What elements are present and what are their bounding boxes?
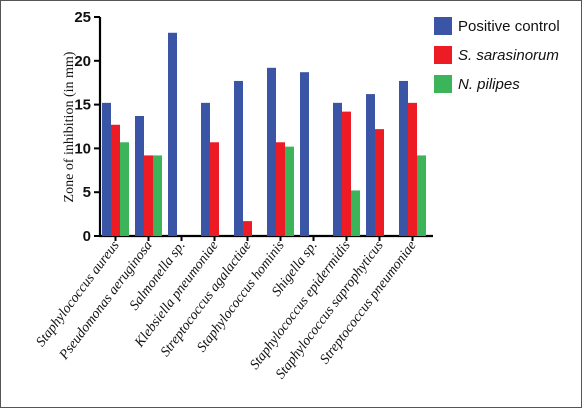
bar <box>366 94 375 236</box>
legend-swatch <box>434 46 452 64</box>
bar <box>285 146 294 236</box>
bar <box>153 155 162 236</box>
bar <box>135 115 144 236</box>
bar <box>351 190 360 236</box>
bar <box>111 124 120 236</box>
y-tick-label: 5 <box>83 184 91 201</box>
bar <box>168 32 177 236</box>
legend: Positive control S. sarasinorum N. pilipes <box>434 17 560 93</box>
legend-label: S. sarasinorum <box>458 47 559 64</box>
y-tick-label: 0 <box>83 228 91 245</box>
legend-swatch <box>434 17 452 35</box>
bar <box>342 111 351 236</box>
bar <box>120 142 129 236</box>
bar <box>267 67 276 236</box>
bar <box>300 72 309 236</box>
y-tick-label: 20 <box>74 53 91 70</box>
legend-label: Positive control <box>458 18 560 35</box>
bar <box>144 155 153 236</box>
y-axis-label: Zone of inhibition (in mm) <box>62 51 77 202</box>
y-tick-label: 10 <box>74 140 91 157</box>
bars <box>102 32 426 241</box>
bar <box>375 129 384 236</box>
bar <box>210 142 219 236</box>
y-ticks: 0 5 10 15 20 25 <box>74 9 100 245</box>
legend-label: N. pilipes <box>458 76 520 93</box>
bar <box>399 80 408 236</box>
bar <box>333 102 342 237</box>
bar <box>234 80 243 236</box>
bar <box>408 102 417 237</box>
bar <box>102 102 111 237</box>
legend-swatch <box>434 75 452 93</box>
bar <box>276 142 285 236</box>
bar <box>201 102 210 237</box>
bar <box>417 155 426 236</box>
y-tick-label: 25 <box>74 9 91 26</box>
bar <box>243 221 252 236</box>
y-tick-label: 15 <box>74 97 91 114</box>
